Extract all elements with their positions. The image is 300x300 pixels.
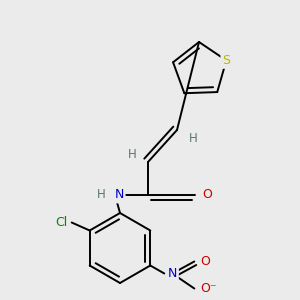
Text: Cl: Cl — [56, 216, 68, 229]
Text: O⁻: O⁻ — [200, 282, 217, 295]
Text: H: H — [128, 148, 136, 160]
Text: O: O — [200, 255, 210, 268]
Text: N: N — [168, 267, 177, 280]
Text: N: N — [114, 188, 124, 202]
Text: O: O — [202, 188, 212, 202]
Text: H: H — [189, 131, 197, 145]
Text: H: H — [97, 188, 105, 202]
Text: S: S — [222, 54, 230, 67]
